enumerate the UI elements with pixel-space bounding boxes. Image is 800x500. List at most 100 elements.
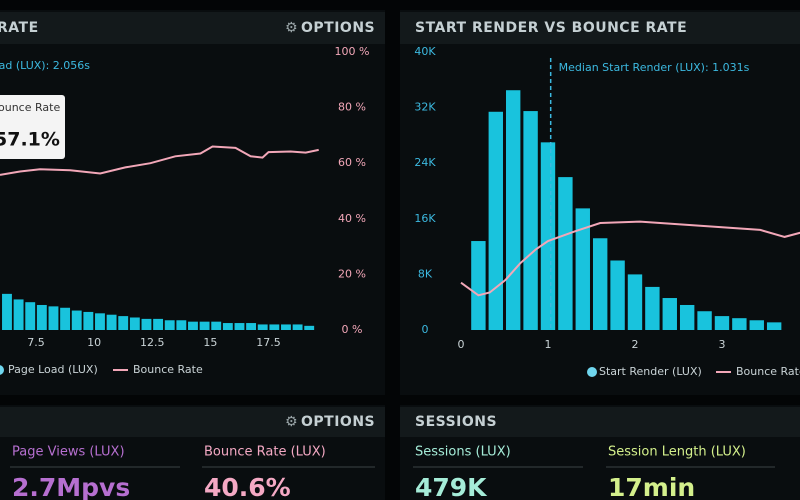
bar bbox=[292, 324, 303, 330]
bar bbox=[199, 321, 210, 330]
x-tick-label: 7.5 bbox=[27, 336, 45, 349]
bar bbox=[592, 238, 608, 330]
y2-tick-label: 20 % bbox=[338, 267, 366, 280]
y2-tick-label: 100 % bbox=[335, 45, 370, 58]
bar bbox=[610, 260, 625, 330]
bar bbox=[25, 302, 36, 330]
chart-title: START RENDER VS BOUNCE RATE bbox=[415, 20, 687, 36]
bar bbox=[558, 177, 573, 330]
bar bbox=[129, 317, 140, 330]
bar bbox=[281, 324, 291, 330]
y2-tick-label: 40 % bbox=[338, 212, 366, 225]
bar bbox=[83, 311, 94, 330]
bar bbox=[164, 320, 175, 330]
annotation: Median Start Render (LUX): 1.031s bbox=[559, 61, 750, 74]
legend-label: Page Load (LUX) bbox=[8, 363, 98, 376]
bar bbox=[36, 304, 47, 330]
kpi-value: 17min bbox=[608, 473, 695, 500]
bar bbox=[645, 286, 660, 330]
y2-tick-label: 80 % bbox=[338, 101, 366, 114]
kpi-value: 479K bbox=[415, 473, 488, 500]
kpi-label: Session Length (LUX) bbox=[608, 445, 746, 460]
bar bbox=[2, 293, 12, 330]
bar bbox=[176, 320, 187, 330]
bar bbox=[575, 208, 590, 330]
bar bbox=[118, 316, 129, 330]
kpi-label: Bounce Rate (LUX) bbox=[204, 445, 326, 460]
bar bbox=[679, 304, 695, 330]
bar bbox=[523, 111, 538, 330]
bar bbox=[488, 111, 503, 331]
bar bbox=[749, 320, 764, 330]
annotation: oad (LUX): 2.056s bbox=[0, 59, 90, 72]
panel-header bbox=[0, 12, 385, 44]
chart-title: RATE bbox=[0, 20, 39, 36]
tooltip: ounce Rate 57.1% bbox=[0, 95, 65, 159]
kpi-label: Sessions (LUX) bbox=[415, 445, 511, 460]
panel bbox=[0, 10, 385, 395]
bar bbox=[188, 321, 198, 330]
panel-title: SESSIONS bbox=[415, 414, 497, 430]
bar bbox=[60, 307, 71, 330]
panel bbox=[400, 10, 800, 395]
bar bbox=[505, 90, 521, 330]
options-button[interactable]: OPTIONS bbox=[301, 414, 375, 430]
y2-tick-label: 0 % bbox=[342, 323, 363, 336]
bar bbox=[540, 142, 556, 330]
tooltip-title: ounce Rate bbox=[0, 101, 60, 114]
y-tick-label: 40K bbox=[414, 45, 436, 58]
bar bbox=[627, 274, 643, 330]
x-tick-label: 3 bbox=[718, 338, 725, 351]
bar bbox=[269, 324, 280, 330]
tooltip-box bbox=[0, 95, 65, 159]
y-tick-label: 8K bbox=[418, 267, 433, 280]
y-tick-label: 0 bbox=[422, 323, 429, 336]
y-tick-label: 24K bbox=[414, 156, 436, 169]
y2-tick-label: 60 % bbox=[338, 156, 366, 169]
x-tick-label: 2 bbox=[631, 338, 638, 351]
gear-icon[interactable]: ⚙ bbox=[285, 414, 298, 430]
kpi-value: 2.7Mpvs bbox=[12, 473, 130, 500]
line bbox=[460, 220, 800, 297]
bar bbox=[662, 298, 677, 330]
x-tick-label: 12.5 bbox=[140, 336, 165, 349]
panel-header bbox=[400, 12, 800, 44]
bar bbox=[246, 323, 257, 330]
legend-label: Bounce Rate bbox=[133, 363, 203, 376]
bar bbox=[304, 325, 315, 330]
bar bbox=[234, 323, 245, 330]
x-tick-label: 17.5 bbox=[256, 336, 281, 349]
legend-swatch bbox=[587, 367, 597, 377]
bar bbox=[13, 299, 24, 330]
tooltip-value: 57.1% bbox=[0, 129, 60, 151]
bar bbox=[766, 322, 782, 330]
gear-icon[interactable]: ⚙ bbox=[285, 20, 298, 36]
legend-swatch bbox=[0, 365, 4, 375]
bar bbox=[697, 311, 712, 330]
bar bbox=[732, 318, 747, 330]
bar bbox=[153, 318, 164, 330]
line bbox=[0, 145, 319, 176]
bar bbox=[106, 314, 117, 330]
bar bbox=[257, 324, 268, 330]
bar bbox=[48, 306, 59, 330]
panel-header bbox=[400, 407, 800, 437]
options-button[interactable]: OPTIONS bbox=[301, 20, 375, 36]
y-tick-label: 32K bbox=[414, 101, 436, 114]
bar bbox=[222, 323, 233, 330]
bar bbox=[471, 241, 486, 330]
y-tick-label: 16K bbox=[414, 212, 436, 225]
panel-header bbox=[0, 407, 385, 437]
bar bbox=[211, 321, 222, 330]
x-tick-label: 1 bbox=[544, 338, 551, 351]
legend-label: Start Render (LUX) bbox=[599, 365, 702, 378]
kpi-label: Page Views (LUX) bbox=[12, 445, 125, 460]
x-tick-label: 0 bbox=[458, 338, 465, 351]
bar bbox=[714, 316, 730, 330]
bar bbox=[141, 318, 152, 330]
legend-label: Bounce Rate bbox=[736, 365, 800, 378]
bar bbox=[95, 313, 105, 330]
x-tick-label: 10 bbox=[87, 336, 101, 349]
kpi-value: 40.6% bbox=[204, 473, 291, 500]
